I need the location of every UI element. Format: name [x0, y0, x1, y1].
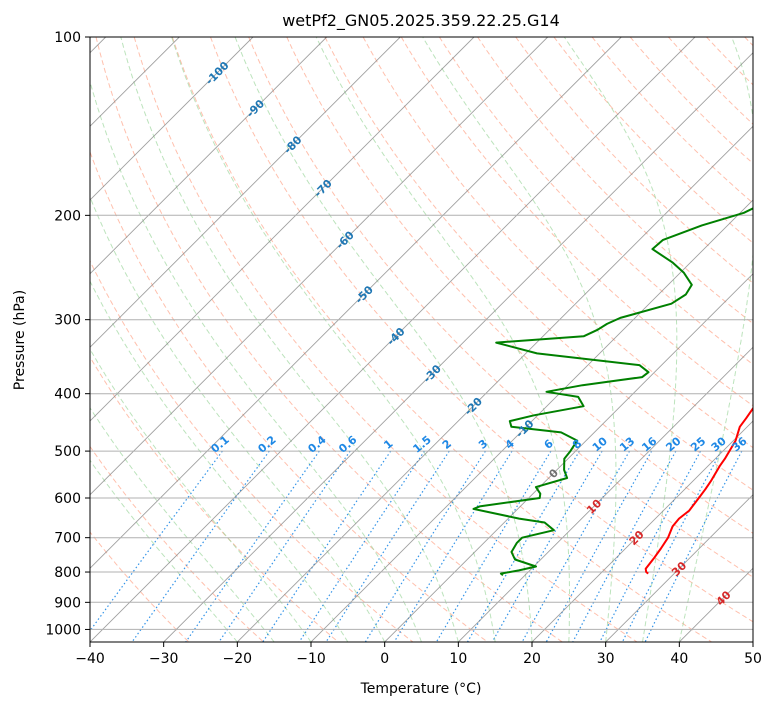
dry-adiabat-line — [90, 445, 264, 642]
dry-adiabat-line — [515, 37, 753, 284]
dry-adiabat-line — [477, 37, 753, 325]
x-tick-label: −20 — [223, 651, 253, 667]
x-tick-label: −30 — [149, 651, 179, 667]
isotherm-line — [605, 494, 753, 642]
y-tick-label: 1000 — [45, 622, 81, 638]
y-tick-label: 400 — [54, 387, 81, 403]
dry-adiabat-line — [90, 356, 339, 642]
dry-adiabat-line — [90, 531, 190, 642]
y-tick-label: 900 — [54, 595, 81, 611]
x-tick-label: 30 — [597, 651, 615, 667]
x-axis: −40 −30 −20 −10 0 10 20 30 40 50 — [75, 642, 762, 667]
dry-adiabat-line — [90, 150, 488, 642]
mixing-ratio-line — [621, 450, 722, 642]
dry-adiabat-line — [248, 37, 753, 578]
x-axis-label: Temperature (°C) — [360, 681, 482, 697]
isotherm-line — [384, 273, 753, 642]
y-tick-label: 600 — [54, 491, 81, 507]
temperature-profile-line — [644, 406, 753, 575]
dewpoint-profile-line — [472, 207, 753, 576]
mixing-ratio-line — [185, 450, 320, 642]
dry-adiabat-line — [400, 37, 753, 407]
mixing-ratio-line — [491, 450, 603, 642]
mixing-ratio-line — [298, 450, 425, 642]
x-tick-label: 0 — [380, 651, 389, 667]
isotherm-line — [90, 37, 401, 348]
isotherm-line — [752, 641, 753, 642]
isotherm-line — [531, 420, 753, 642]
x-tick-label: 20 — [523, 651, 541, 667]
x-tick-label: 40 — [670, 651, 688, 667]
x-tick-label: 50 — [744, 651, 762, 667]
moist-adiabat-line — [90, 459, 238, 642]
dry-adiabat-line — [133, 37, 638, 642]
mixing-ratio-line — [599, 450, 702, 642]
x-tick-label: −10 — [296, 651, 326, 667]
mixing-ratio-line — [262, 450, 392, 642]
x-tick-label: −40 — [75, 651, 105, 667]
mixing-ratio-line — [218, 450, 351, 642]
dry-adiabat-line — [210, 37, 753, 623]
y-axis-label: Pressure (hPa) — [12, 290, 28, 390]
y-tick-label: 100 — [54, 30, 81, 46]
mixing-ratio-line — [545, 450, 653, 642]
isotherm-line — [90, 37, 549, 496]
moist-adiabat-line — [315, 37, 570, 642]
isotherm-line — [90, 37, 254, 201]
isotherm-line — [90, 37, 328, 275]
y-axis: 100 200 300 400 500 600 700 800 900 1000 — [45, 30, 90, 638]
dry-adiabat-line — [438, 37, 753, 366]
isotherm-line — [90, 37, 622, 569]
moist-adiabat-line — [171, 37, 496, 642]
moist-adiabat-line — [422, 37, 617, 642]
moist-adiabat-line — [90, 280, 349, 642]
dry-adiabat-line — [362, 37, 753, 449]
dry-adiabat-line — [286, 37, 753, 534]
moist-adiabat-line — [120, 37, 459, 642]
isotherm-line — [310, 199, 753, 642]
moist-adiabat-line — [563, 37, 678, 642]
mixing-ratio-line — [644, 450, 743, 642]
y-tick-label: 200 — [54, 208, 81, 224]
y-tick-label: 500 — [54, 444, 81, 460]
y-tick-label: 700 — [54, 531, 81, 547]
isotherm-line — [90, 37, 475, 422]
y-tick-label: 300 — [54, 313, 81, 329]
y-tick-label: 800 — [54, 565, 81, 581]
isotherm-line — [90, 37, 696, 642]
dry-adiabat-line — [95, 37, 563, 642]
background-lines — [90, 37, 753, 642]
chart-title: wetPf2_GN05.2025.359.22.25.G14 — [282, 11, 560, 31]
plot-frame — [89, 36, 754, 643]
moist-adiabat-line — [90, 406, 275, 642]
mixing-ratio-line — [572, 450, 677, 642]
mixing-ratio-line — [90, 450, 223, 632]
sounding-series — [472, 207, 753, 576]
isotherm-line — [457, 346, 753, 642]
x-tick-label: 10 — [449, 651, 467, 667]
dry-adiabat-line — [324, 37, 753, 491]
moist-adiabat-line — [90, 196, 386, 642]
moist-adiabat-line — [678, 37, 753, 642]
pressure-grid — [90, 37, 753, 630]
isotherm-line — [163, 52, 753, 642]
mixing-ratio-line — [521, 450, 631, 642]
dry-adiabat-line — [171, 37, 712, 642]
dry-adiabat-line — [90, 259, 414, 642]
